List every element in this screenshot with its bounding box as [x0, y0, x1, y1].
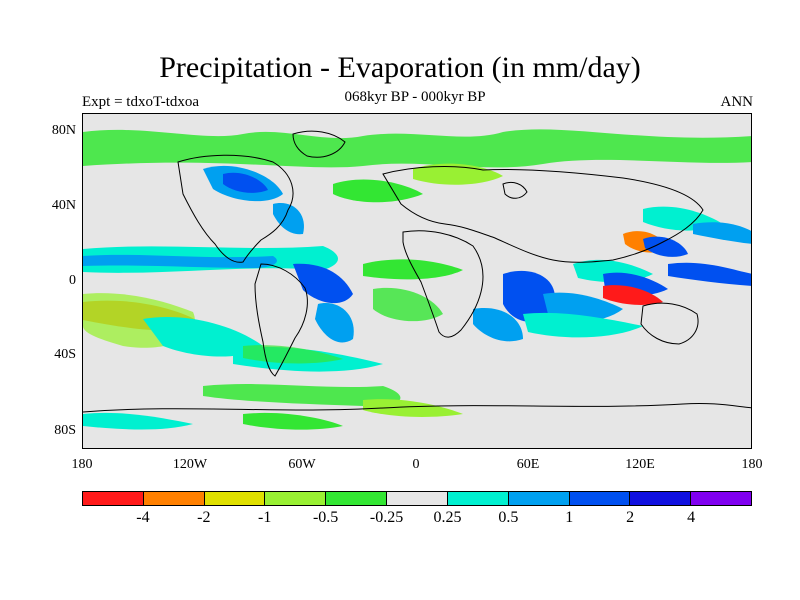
colorbar-box	[83, 492, 144, 505]
lon-label-60w: 60W	[288, 457, 316, 472]
lon-label-120e: 120E	[625, 457, 655, 472]
chart-title: Precipitation - Evaporation (in mm/day)	[159, 51, 641, 84]
colorbar-box	[326, 492, 388, 505]
lat-label-40n: 40N	[51, 198, 76, 213]
colorbar-label: -0.25	[369, 509, 404, 526]
colorbar-label: 4	[687, 509, 696, 526]
colorbar-box	[569, 492, 631, 505]
lat-label-40s: 40S	[54, 347, 76, 362]
colorbar-box	[508, 492, 570, 505]
colorbar-label: 2	[626, 509, 635, 526]
lat-label-80s: 80S	[54, 423, 76, 438]
chart-subtitle: 068kyr BP - 000kyr BP	[344, 89, 486, 105]
colorbar-label: 1	[565, 509, 574, 526]
colorbar	[82, 491, 752, 506]
lon-label-180w: 180	[71, 457, 93, 472]
colorbar-box	[630, 492, 692, 505]
lon-label-120w: 120W	[172, 457, 208, 472]
field-patches	[83, 129, 751, 430]
colorbar-box	[265, 492, 327, 505]
lon-label-0: 0	[412, 457, 420, 472]
colorbar-box	[387, 492, 448, 505]
season-label: ANN	[720, 94, 754, 110]
colorbar-box	[447, 492, 509, 505]
colorbar-label: -1	[258, 509, 272, 526]
lon-label-60e: 60E	[516, 457, 540, 472]
colorbar-box	[204, 492, 266, 505]
world-map	[82, 113, 752, 449]
colorbar-label: -0.5	[312, 509, 339, 526]
colorbar-box	[691, 492, 751, 505]
colorbar-label: 0.25	[433, 509, 462, 526]
colorbar-label: -2	[197, 509, 211, 526]
lat-label-0: 0	[69, 273, 76, 288]
lon-label-180e: 180	[741, 457, 763, 472]
colorbar-label: 0.5	[498, 509, 519, 526]
colorbar-box	[143, 492, 205, 505]
colorbar-label: -4	[136, 509, 150, 526]
coastlines	[83, 130, 751, 413]
lat-label-80n: 80N	[51, 123, 76, 138]
world-map-canvas	[83, 129, 751, 430]
experiment-label: Expt = tdxoT-tdxoa	[82, 94, 200, 110]
